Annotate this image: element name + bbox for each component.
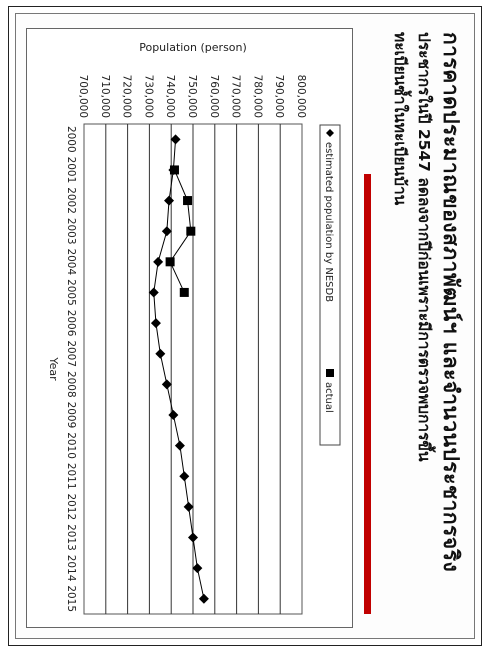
actual-data-point: [183, 196, 193, 206]
estimated-data-point: [198, 593, 209, 604]
population-chart: 700,000 710,000 720,000 730,000 740,000 750,0…: [47, 41, 341, 615]
estimated-data-point: [161, 226, 172, 237]
y-tick-label: 790,000: [273, 75, 285, 118]
actual-data-point: [186, 226, 196, 236]
estimated-data-point: [179, 471, 190, 482]
estimated-data-point: [168, 409, 179, 420]
y-tick-label: 720,000: [121, 75, 133, 118]
y-axis-title: Population (person): [139, 41, 247, 54]
y-tick-label: 740,000: [164, 75, 176, 118]
rotated-slide: การคาดประมาณของสภาพัฒน์ฯ และจำนวนประชากร…: [16, 14, 471, 634]
actual-data-point: [179, 287, 189, 297]
x-tick-label: 2009: [65, 402, 77, 429]
estimated-data-point: [161, 379, 172, 390]
slide-frame: การคาดประมาณของสภาพัฒน์ฯ และจำนวนประชากร…: [8, 6, 482, 646]
y-tick-label: 750,000: [186, 75, 198, 118]
x-tick-label: 2012: [65, 493, 77, 520]
actual-data-point: [169, 165, 179, 175]
legend-label: actual: [323, 382, 334, 413]
legend-box: [319, 124, 341, 446]
x-tick-label: 2015: [65, 585, 77, 612]
x-tick-label: 2000: [65, 126, 77, 153]
y-tick-label: 800,000: [295, 75, 307, 118]
x-tick-label: 2010: [65, 432, 77, 459]
slide-subtitle-line-2: ทะเบียนซ้ำในทะเบียนบ้าน: [391, 32, 409, 206]
x-tick-label: 2011: [65, 463, 77, 490]
estimated-data-point: [188, 532, 198, 543]
x-tick-label: 2002: [65, 187, 77, 214]
x-tick-label: 2005: [65, 279, 77, 306]
accent-bar: [364, 174, 371, 614]
y-tick-label: 760,000: [208, 75, 220, 118]
y-tick-label: 710,000: [99, 75, 111, 118]
x-tick-label: 2006: [65, 310, 77, 337]
x-tick-label: 2003: [65, 218, 77, 245]
legend-marker-diamond: [326, 129, 334, 137]
x-tick-label: 2007: [65, 340, 77, 367]
slide-title: การคาดประมาณของสภาพัฒน์ฯ และจำนวนประชากร…: [439, 32, 463, 573]
x-axis-title: Year: [47, 356, 60, 381]
x-tick-label: 2008: [65, 371, 77, 398]
slide-subtitle-line-1: ประชากรในปี 2547 ลดลงจากปีก่อนเพราะมีการ…: [415, 32, 433, 462]
legend-label: estimated population by NESDB: [323, 142, 334, 302]
y-tick-label: 770,000: [230, 75, 242, 118]
y-tick-label: 730,000: [142, 75, 154, 118]
estimated-series-line: [153, 139, 205, 599]
estimated-data-point: [150, 318, 161, 329]
actual-data-point: [165, 257, 175, 267]
y-tick-label: 700,000: [77, 75, 89, 118]
x-tick-label: 2001: [65, 157, 77, 184]
x-tick-label: 2004: [65, 248, 77, 275]
chart-container: 700,000 710,000 720,000 730,000 740,000 750,0…: [26, 28, 353, 628]
estimated-data-point: [153, 256, 164, 267]
legend-marker-square: [326, 369, 334, 377]
slide-content: การคาดประมาณของสภาพัฒน์ฯ และจำนวนประชากร…: [15, 13, 475, 639]
estimated-data-point: [170, 134, 181, 145]
x-tick-label: 2013: [65, 524, 77, 551]
y-tick-label: 780,000: [251, 75, 263, 118]
x-tick-label: 2014: [65, 555, 77, 582]
